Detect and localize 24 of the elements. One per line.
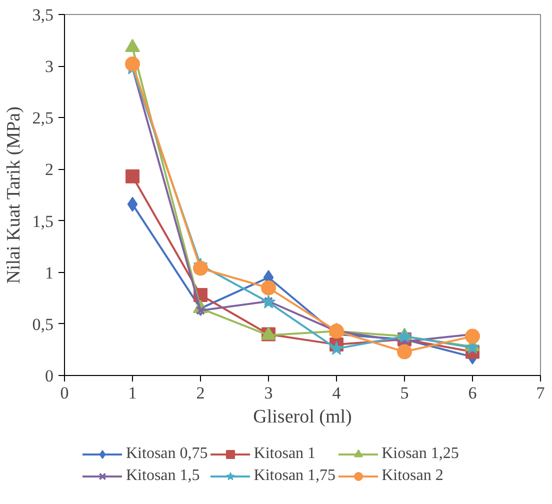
y-tick-label: 0 [45, 366, 54, 386]
y-tick-label: 1 [45, 263, 54, 282]
x-axis-title: Gliserol (ml) [253, 406, 352, 428]
x-tick-label: 5 [400, 384, 409, 402]
legend-label: Kitosan 0,75 [126, 445, 208, 463]
x-tick-label: 6 [468, 384, 477, 402]
legend-label: Kiosan 1,25 [382, 445, 459, 463]
y-tick-label: 3,5 [32, 6, 54, 24]
legend-label: Kitosan 1 [254, 445, 316, 463]
x-tick-label: 0 [60, 384, 69, 402]
y-axis-title: Nilai Kuat Tarik (MPa) [3, 106, 24, 284]
y-tick-label: 2,5 [32, 108, 54, 128]
legend-label: Kitosan 1,75 [254, 467, 336, 485]
y-tick-label: 2 [45, 160, 54, 180]
legend-label: Kitosan 1,5 [126, 467, 200, 485]
legend-label: Kitosan 2 [382, 467, 444, 485]
x-tick-label: 3 [264, 384, 273, 402]
x-tick-label: 4 [332, 384, 342, 402]
x-tick-label: 2 [196, 384, 205, 402]
y-tick-label: 0,5 [32, 314, 54, 334]
x-tick-label: 7 [536, 384, 546, 402]
y-tick-label: 3 [45, 57, 54, 76]
y-tick-label: 1,5 [32, 212, 54, 231]
x-tick-label: 1 [128, 384, 137, 402]
